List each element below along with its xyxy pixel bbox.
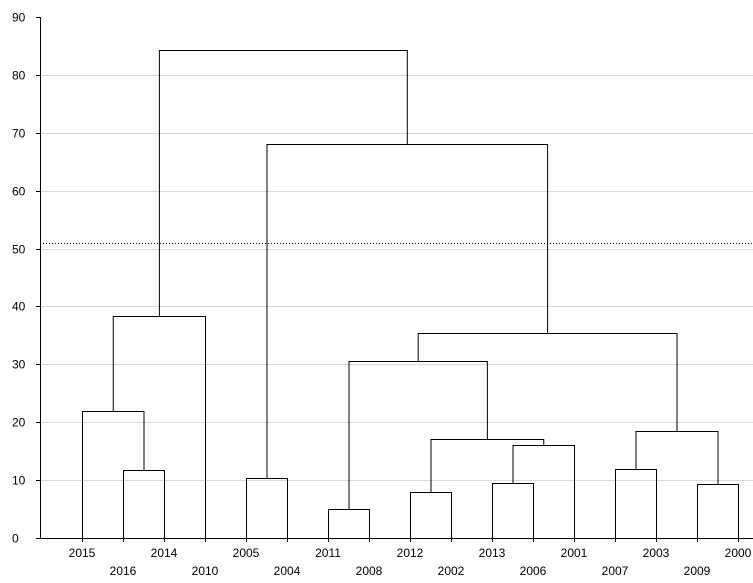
leaf-label: 2008: [356, 564, 383, 578]
dendrogram-branch: [328, 509, 370, 539]
grid-lines: [40, 75, 753, 481]
y-tick-label: 90: [12, 11, 26, 25]
y-tick-label: 40: [12, 300, 26, 314]
y-tick-label: 70: [12, 127, 26, 141]
leaf-label: 2011: [315, 546, 341, 560]
dendrogram-branch: [246, 478, 288, 539]
dendrogram-branch: [112, 316, 206, 539]
leaf-label: 2003: [643, 546, 670, 560]
y-axis-tick-labels: 0 10 20 30 40 50 60 70 80 90: [12, 11, 40, 546]
y-tick-label: 10: [12, 474, 26, 488]
dendrogram-branch: [410, 492, 452, 539]
leaf-label: 2015: [69, 546, 96, 560]
leaf-label: 2004: [274, 564, 301, 578]
y-tick-label: 20: [12, 416, 26, 430]
leaf-label: 2016: [110, 564, 137, 578]
dendrogram-branch: [697, 484, 739, 539]
dendrogram-branch: [635, 431, 719, 485]
leaf-label: 2012: [397, 546, 424, 560]
y-tick-label: 50: [12, 243, 26, 257]
leaf-label: 2014: [151, 546, 178, 560]
x-axis-leaf-labels: 2015 2016 2014 2010 2005 2004 2011 2008 2012 2002…: [69, 538, 752, 578]
y-tick-label: 80: [12, 69, 26, 83]
leaf-label: 2000: [725, 546, 752, 560]
dendrogram-branch: [430, 439, 545, 493]
leaf-label: 2001: [561, 546, 588, 560]
leaf-label: 2002: [438, 564, 465, 578]
leaf-label: 2013: [479, 546, 506, 560]
y-tick-label: 30: [12, 358, 26, 372]
leaf-label: 2007: [602, 564, 629, 578]
leaf-label: 2010: [192, 564, 219, 578]
leaf-label: 2009: [684, 564, 711, 578]
dendrogram-branch: [615, 469, 657, 539]
dendrogram-branch: [492, 483, 534, 539]
dendrogram-branch: [82, 411, 145, 539]
axes: [40, 17, 753, 539]
dendrogram-branch: [158, 50, 408, 317]
leaf-label: 2006: [520, 564, 547, 578]
dendrogram-branch: [417, 333, 678, 432]
dendrogram-branches: [82, 50, 739, 539]
leaf-label: 2005: [233, 546, 260, 560]
y-tick-label: 0: [12, 532, 19, 546]
dendrogram-branch: [266, 144, 549, 479]
dendrogram-branch: [348, 361, 488, 510]
y-tick-label: 60: [12, 185, 26, 199]
dendrogram-branch: [512, 445, 575, 539]
